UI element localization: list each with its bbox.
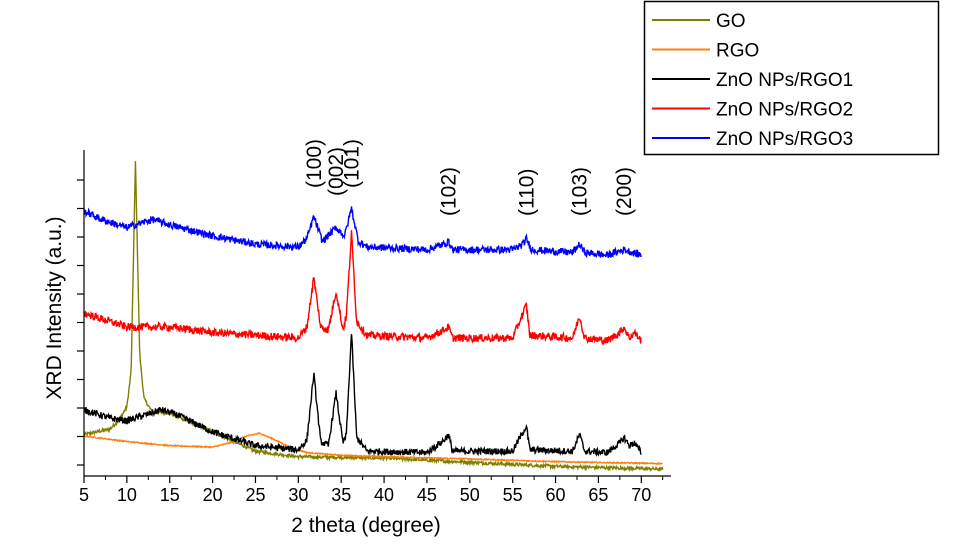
x-tick-label-70: 70 [631, 485, 651, 505]
peak-label-101: (101) [341, 139, 364, 188]
series-line-zno-nps-rgo1 [83, 334, 642, 457]
legend-label-zno-nps-rgo2: ZnO NPs/RGO2 [716, 100, 853, 121]
x-tick-label-35: 35 [331, 485, 351, 505]
peak-label-110: (110) [515, 169, 538, 216]
x-tick-label-10: 10 [117, 485, 137, 505]
x-tick-label-5: 5 [79, 485, 89, 505]
x-tick-label-40: 40 [374, 485, 394, 505]
series-line-rgo [83, 432, 663, 466]
series-line-zno-nps-rgo2 [83, 230, 642, 346]
peak-label-102: (102) [437, 167, 460, 216]
legend-label-zno-nps-rgo3: ZnO NPs/RGO3 [716, 129, 853, 150]
series-line-zno-nps-rgo3 [83, 206, 642, 259]
x-tick-label-20: 20 [203, 485, 223, 505]
x-tick-label-15: 15 [160, 485, 180, 505]
x-tick-label-30: 30 [288, 485, 308, 505]
legend: GO RGO ZnO NPs/RGO1 ZnO NPs/RGO2 ZnO NPs/RGO… [643, 0, 940, 156]
x-tick-label-45: 45 [417, 485, 437, 505]
x-tick-label-50: 50 [460, 485, 480, 505]
peak-label-103: (103) [569, 167, 592, 216]
x-tick-label-60: 60 [546, 485, 566, 505]
x-axis-title: 2 theta (degree) [291, 514, 440, 537]
legend-label-rgo: RGO [716, 41, 759, 62]
peak-label-200: (200) [613, 167, 636, 216]
legend-label-go: GO [716, 11, 746, 32]
legend-label-zno-nps-rgo1: ZnO NPs/RGO1 [716, 70, 853, 91]
x-tick-label-55: 55 [503, 485, 523, 505]
x-tick-label-65: 65 [588, 485, 608, 505]
axes: 5 10 15 20 25 30 35 40 45 50 55 60 65 70 [77, 150, 671, 505]
peak-label-002: (002) [325, 147, 348, 196]
x-tick-label-25: 25 [245, 485, 265, 505]
y-axis-title: XRD Intensity (a.u.) [43, 216, 66, 399]
peak-labels: (100) (002)(101) (102) (110) (103) (200) [303, 139, 636, 216]
series-layer [83, 161, 664, 473]
peak-label-100: (100) [303, 139, 326, 188]
